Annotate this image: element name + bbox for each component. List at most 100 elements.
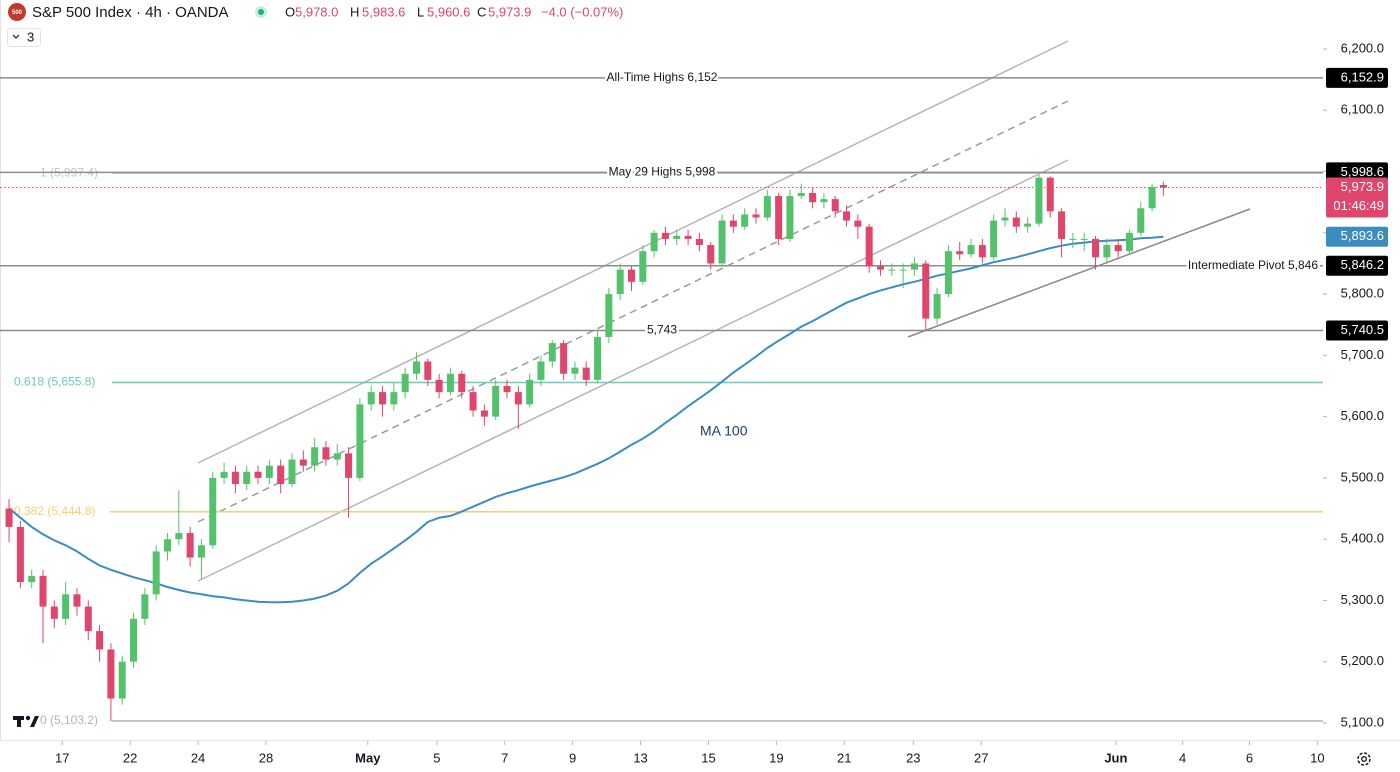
ohlc-label: L [417, 4, 424, 19]
candle-body [390, 392, 398, 405]
y-tick-label: 5,200.0 [1341, 653, 1384, 668]
candle-body [435, 379, 443, 393]
candle-body [1024, 223, 1032, 227]
level-price-box [1326, 255, 1388, 276]
last-price-countdown: 01:46:49 [1333, 198, 1384, 213]
x-tick-label: 24 [191, 750, 205, 765]
level-price-text: 5,740.5 [1341, 322, 1384, 337]
candle-body [277, 465, 285, 485]
candle-body [1035, 177, 1043, 224]
ohlc-value: 5,973.9 [488, 4, 531, 19]
plot-area: 0.618 (5,655.8)0.382 (5,444.8)1 (5,997.4… [0, 40, 1323, 727]
ma-line [8, 235, 1164, 604]
candle-body [560, 343, 568, 374]
ohlc-label: H [350, 4, 359, 19]
candle-body [379, 392, 387, 405]
candle-body [865, 226, 873, 267]
market-status-dot [258, 9, 264, 15]
y-tick-label: 6,100.0 [1341, 102, 1384, 117]
y-tick-label: 5,500.0 [1341, 469, 1384, 484]
ma-label: MA 100 [700, 423, 748, 439]
symbol-title[interactable]: S&P 500 Index · 4h · OANDA [32, 4, 229, 21]
candle-body [990, 220, 998, 258]
candle-body [50, 606, 58, 619]
x-tick-label: 19 [769, 750, 783, 765]
fib-label: 0 (5,103.2) [40, 713, 98, 727]
candle-body [503, 386, 511, 393]
channel-mid [197, 100, 1069, 523]
last-price-box [1326, 177, 1388, 218]
candle-body [1001, 217, 1009, 221]
y-tick-label: 5,700.0 [1341, 347, 1384, 362]
logo-part [30, 716, 39, 727]
indicator-toggle[interactable] [7, 28, 41, 47]
y-tick-label: 5,800.0 [1341, 286, 1384, 301]
candle-body [1103, 245, 1111, 258]
candle-body [661, 232, 669, 239]
candle-body [356, 404, 364, 478]
chevron-icon [12, 34, 20, 39]
level-price-text: 5,846.2 [1341, 257, 1384, 272]
candle-body [401, 373, 409, 393]
x-tick-label: 10 [1310, 750, 1324, 765]
x-tick-label: 17 [55, 750, 69, 765]
candle-body [1148, 186, 1156, 209]
candle-body [1058, 211, 1066, 239]
level-price-box [1326, 67, 1388, 88]
candle-body [526, 379, 534, 405]
candle-body [469, 392, 477, 411]
ohlc-value: 5,983.6 [362, 4, 405, 19]
candle-body [1114, 245, 1122, 252]
ma-price-box [1326, 226, 1388, 247]
candle-body [786, 196, 794, 239]
candle-body [243, 471, 251, 485]
candle-body [28, 575, 36, 583]
candle-body [628, 269, 636, 282]
candle-body [1046, 177, 1054, 212]
symbol-badge [8, 3, 26, 21]
x-tick-label: 13 [633, 750, 647, 765]
candle-body [1069, 238, 1077, 240]
symbol-badge-text: 500 [12, 10, 23, 16]
candle-body [480, 410, 488, 417]
candle-body [220, 471, 228, 478]
candle-body [571, 367, 579, 374]
candle-body [763, 196, 771, 218]
x-tick-label: 9 [569, 750, 576, 765]
candle-body [1137, 208, 1145, 233]
level-label: May 29 Highs 5,998 [609, 165, 716, 179]
candle-body [967, 245, 975, 255]
logo-part [25, 715, 31, 721]
candle-body [39, 575, 47, 607]
ma-price-text: 5,893.6 [1341, 228, 1384, 243]
candle-body [933, 294, 941, 319]
x-tick-label: 28 [259, 750, 273, 765]
x-tick-label: 6 [1246, 750, 1253, 765]
candle-body [537, 361, 545, 380]
candle-body [729, 220, 737, 227]
candle-body [978, 245, 986, 258]
candle-body [752, 214, 760, 218]
candle-body [673, 235, 681, 239]
x-tick-label: 21 [837, 750, 851, 765]
gear[interactable] [1357, 752, 1371, 766]
candle-body [254, 471, 262, 478]
candle-body [175, 533, 183, 540]
candle-body [741, 214, 749, 227]
candle-body [695, 238, 703, 246]
candle-body [910, 263, 918, 270]
gear-center [1361, 756, 1367, 762]
candle-body [458, 373, 466, 393]
level-label: All-Time Highs 6,152 [607, 70, 718, 84]
candle-body [684, 235, 692, 239]
last-price-text: 5,973.9 [1341, 179, 1384, 194]
candle-body [333, 453, 341, 460]
candle-body [1159, 185, 1167, 188]
y-tick-label: 5,100.0 [1341, 714, 1384, 729]
settings-icon[interactable] [1357, 752, 1371, 766]
x-tick-label: 5 [433, 750, 440, 765]
ohlc-value: 5,978.0 [295, 4, 338, 19]
candle-body [163, 539, 171, 552]
